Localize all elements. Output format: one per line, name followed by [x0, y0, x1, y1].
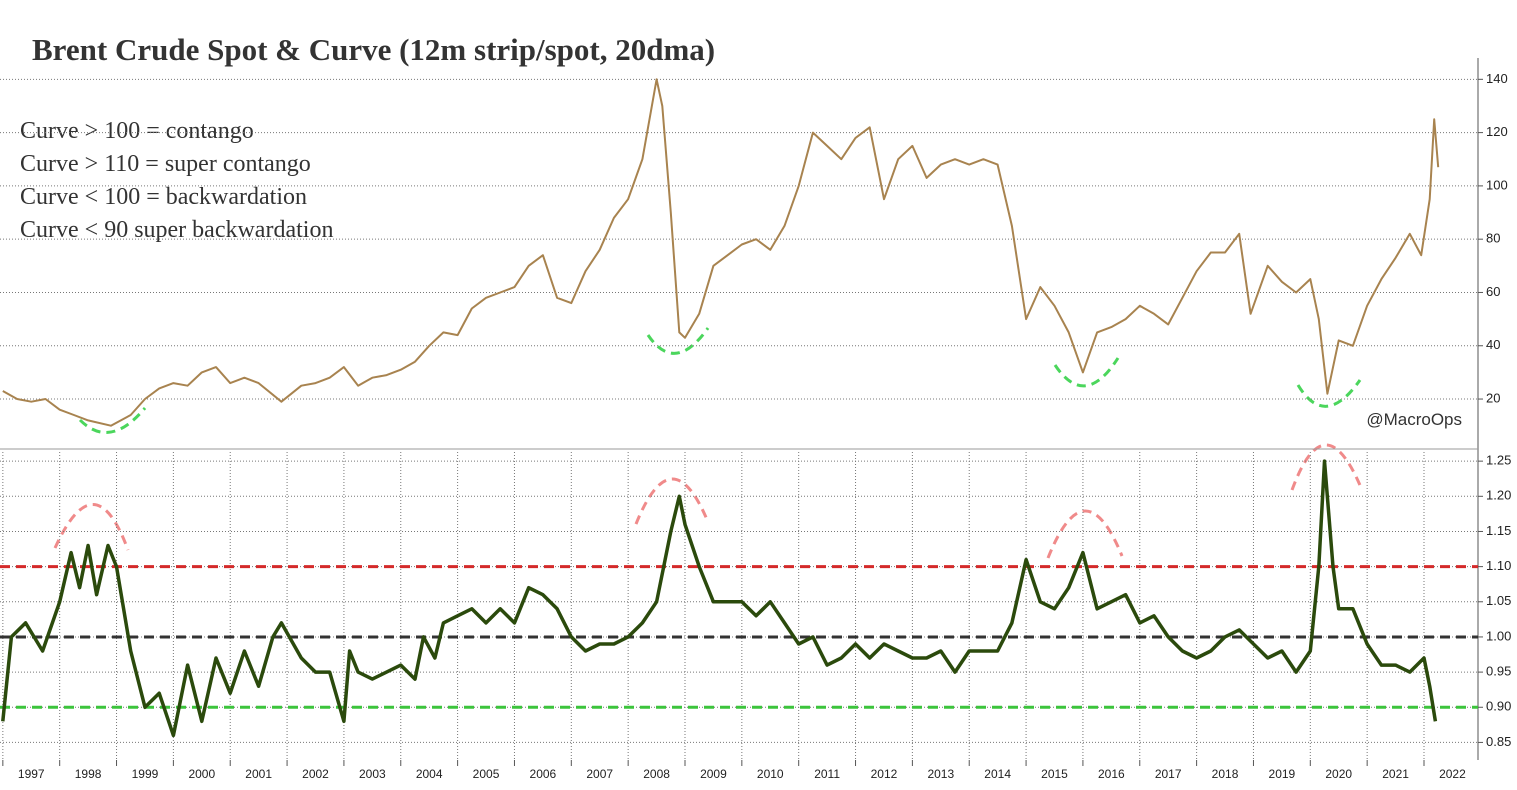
y-tick-label: 1.00 [1486, 628, 1511, 643]
x-tick-label: 1997 [18, 767, 45, 781]
y-tick-label: 140 [1486, 71, 1508, 86]
chart-title: Brent Crude Spot & Curve (12m strip/spot… [32, 32, 715, 67]
y-tick-label: 1.10 [1486, 558, 1511, 573]
x-tick-label: 2004 [416, 767, 443, 781]
annotation: Curve > 110 = super contango [20, 151, 311, 177]
x-tick-label: 2022 [1439, 767, 1466, 781]
y-tick-label: 1.20 [1486, 488, 1511, 503]
x-tick-label: 2013 [927, 767, 954, 781]
y-tick-label: 1.15 [1486, 523, 1511, 538]
x-tick-label: 2019 [1269, 767, 1296, 781]
x-tick-label: 1999 [132, 767, 159, 781]
x-tick-label: 2017 [1155, 767, 1182, 781]
y-tick-label: 1.05 [1486, 593, 1511, 608]
arrows [53, 327, 1364, 559]
x-tick-label: 2020 [1325, 767, 1352, 781]
annotation: Curve < 100 = backwardation [20, 184, 307, 210]
annotation: Curve < 90 super backwardation [20, 217, 333, 243]
x-tick-label: 2018 [1212, 767, 1239, 781]
x-tick-label: 2006 [530, 767, 557, 781]
x-tick-label: 1998 [75, 767, 102, 781]
y-tick-label: 80 [1486, 231, 1500, 246]
series-line [2, 78, 1440, 427]
x-tick-label: 2008 [643, 767, 670, 781]
x-tick-label: 2009 [700, 767, 727, 781]
x-tick-label: 2014 [984, 767, 1011, 781]
y-tick-label: 0.85 [1486, 734, 1511, 749]
x-tick-label: 2015 [1041, 767, 1068, 781]
y-tick-label: 40 [1486, 337, 1500, 352]
y-tick-label: 1.25 [1486, 453, 1511, 468]
y-tick-label: 60 [1486, 284, 1500, 299]
credit: @MacroOps [1366, 410, 1462, 429]
x-tick-label: 2012 [871, 767, 898, 781]
x-tick-label: 2016 [1098, 767, 1125, 781]
y-tick-label: 120 [1486, 124, 1508, 139]
x-tick-label: 2011 [814, 767, 840, 781]
x-tick-label: 2007 [586, 767, 613, 781]
y-tick-label: 100 [1486, 177, 1508, 192]
x-tick-label: 2001 [245, 767, 272, 781]
x-tick-label: 2002 [302, 767, 329, 781]
series-line [1, 459, 1438, 738]
y-tick-label: 20 [1486, 390, 1500, 405]
y-tick-label: 0.90 [1486, 699, 1511, 714]
annotation: Curve > 100 = contango [20, 118, 254, 144]
x-tick-label: 2021 [1382, 767, 1409, 781]
x-tick-label: 2010 [757, 767, 784, 781]
y-tick-label: 0.95 [1486, 664, 1511, 679]
x-tick-label: 2005 [473, 767, 500, 781]
x-tick-label: 2000 [188, 767, 215, 781]
x-tick-label: 2003 [359, 767, 386, 781]
